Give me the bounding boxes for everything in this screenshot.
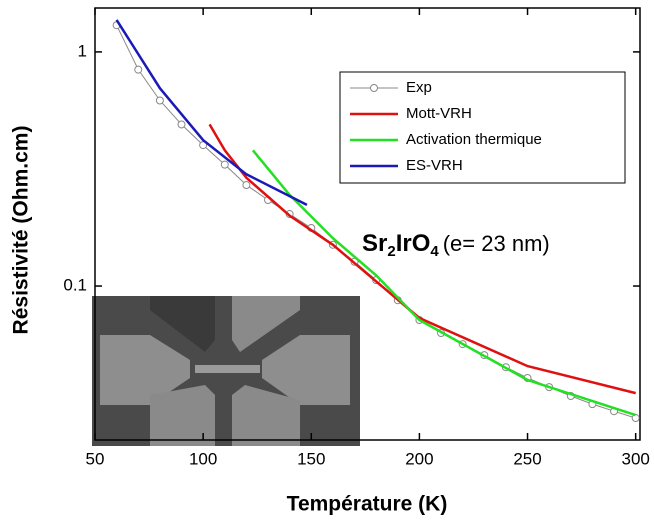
x-tick-label: 150 bbox=[297, 449, 325, 468]
inset-photo bbox=[92, 296, 360, 446]
formula-part: Sr bbox=[362, 230, 387, 257]
legend-label: Activation thermique bbox=[406, 131, 542, 148]
annotation: Sr2IrO4 (e= 23 nm) bbox=[362, 230, 550, 260]
legend-marker bbox=[370, 84, 378, 92]
formula-part: O bbox=[412, 230, 431, 257]
x-axis-title: Température (K) bbox=[287, 493, 448, 516]
y-tick-label: 1 bbox=[78, 41, 87, 60]
x-tick-label: 300 bbox=[621, 449, 649, 468]
formula-part: Ir bbox=[396, 230, 412, 257]
formula-part: 2 bbox=[387, 243, 395, 260]
legend bbox=[339, 71, 626, 184]
y-tick-label: 0.1 bbox=[63, 276, 87, 295]
x-tick-label: 250 bbox=[513, 449, 541, 468]
data-point bbox=[177, 120, 186, 129]
series-line bbox=[208, 123, 637, 395]
x-tick-label: 200 bbox=[405, 449, 433, 468]
annotation-text: (e= 23 nm) bbox=[443, 231, 550, 256]
x-tick-label: 100 bbox=[189, 449, 217, 468]
legend-label: Exp bbox=[406, 79, 432, 96]
y-axis-title: Résistivité (Ohm.cm) bbox=[10, 126, 33, 335]
data-point bbox=[155, 96, 164, 105]
x-tick-label: 50 bbox=[86, 449, 105, 468]
legend-label: Mott-VRH bbox=[406, 105, 472, 122]
legend-label: ES-VRH bbox=[406, 157, 463, 174]
data-point bbox=[134, 65, 143, 74]
data-point bbox=[242, 181, 251, 190]
formula-part: 4 bbox=[430, 243, 439, 260]
plot-frame bbox=[94, 7, 641, 441]
data-point bbox=[220, 160, 229, 169]
series-line bbox=[115, 19, 308, 207]
